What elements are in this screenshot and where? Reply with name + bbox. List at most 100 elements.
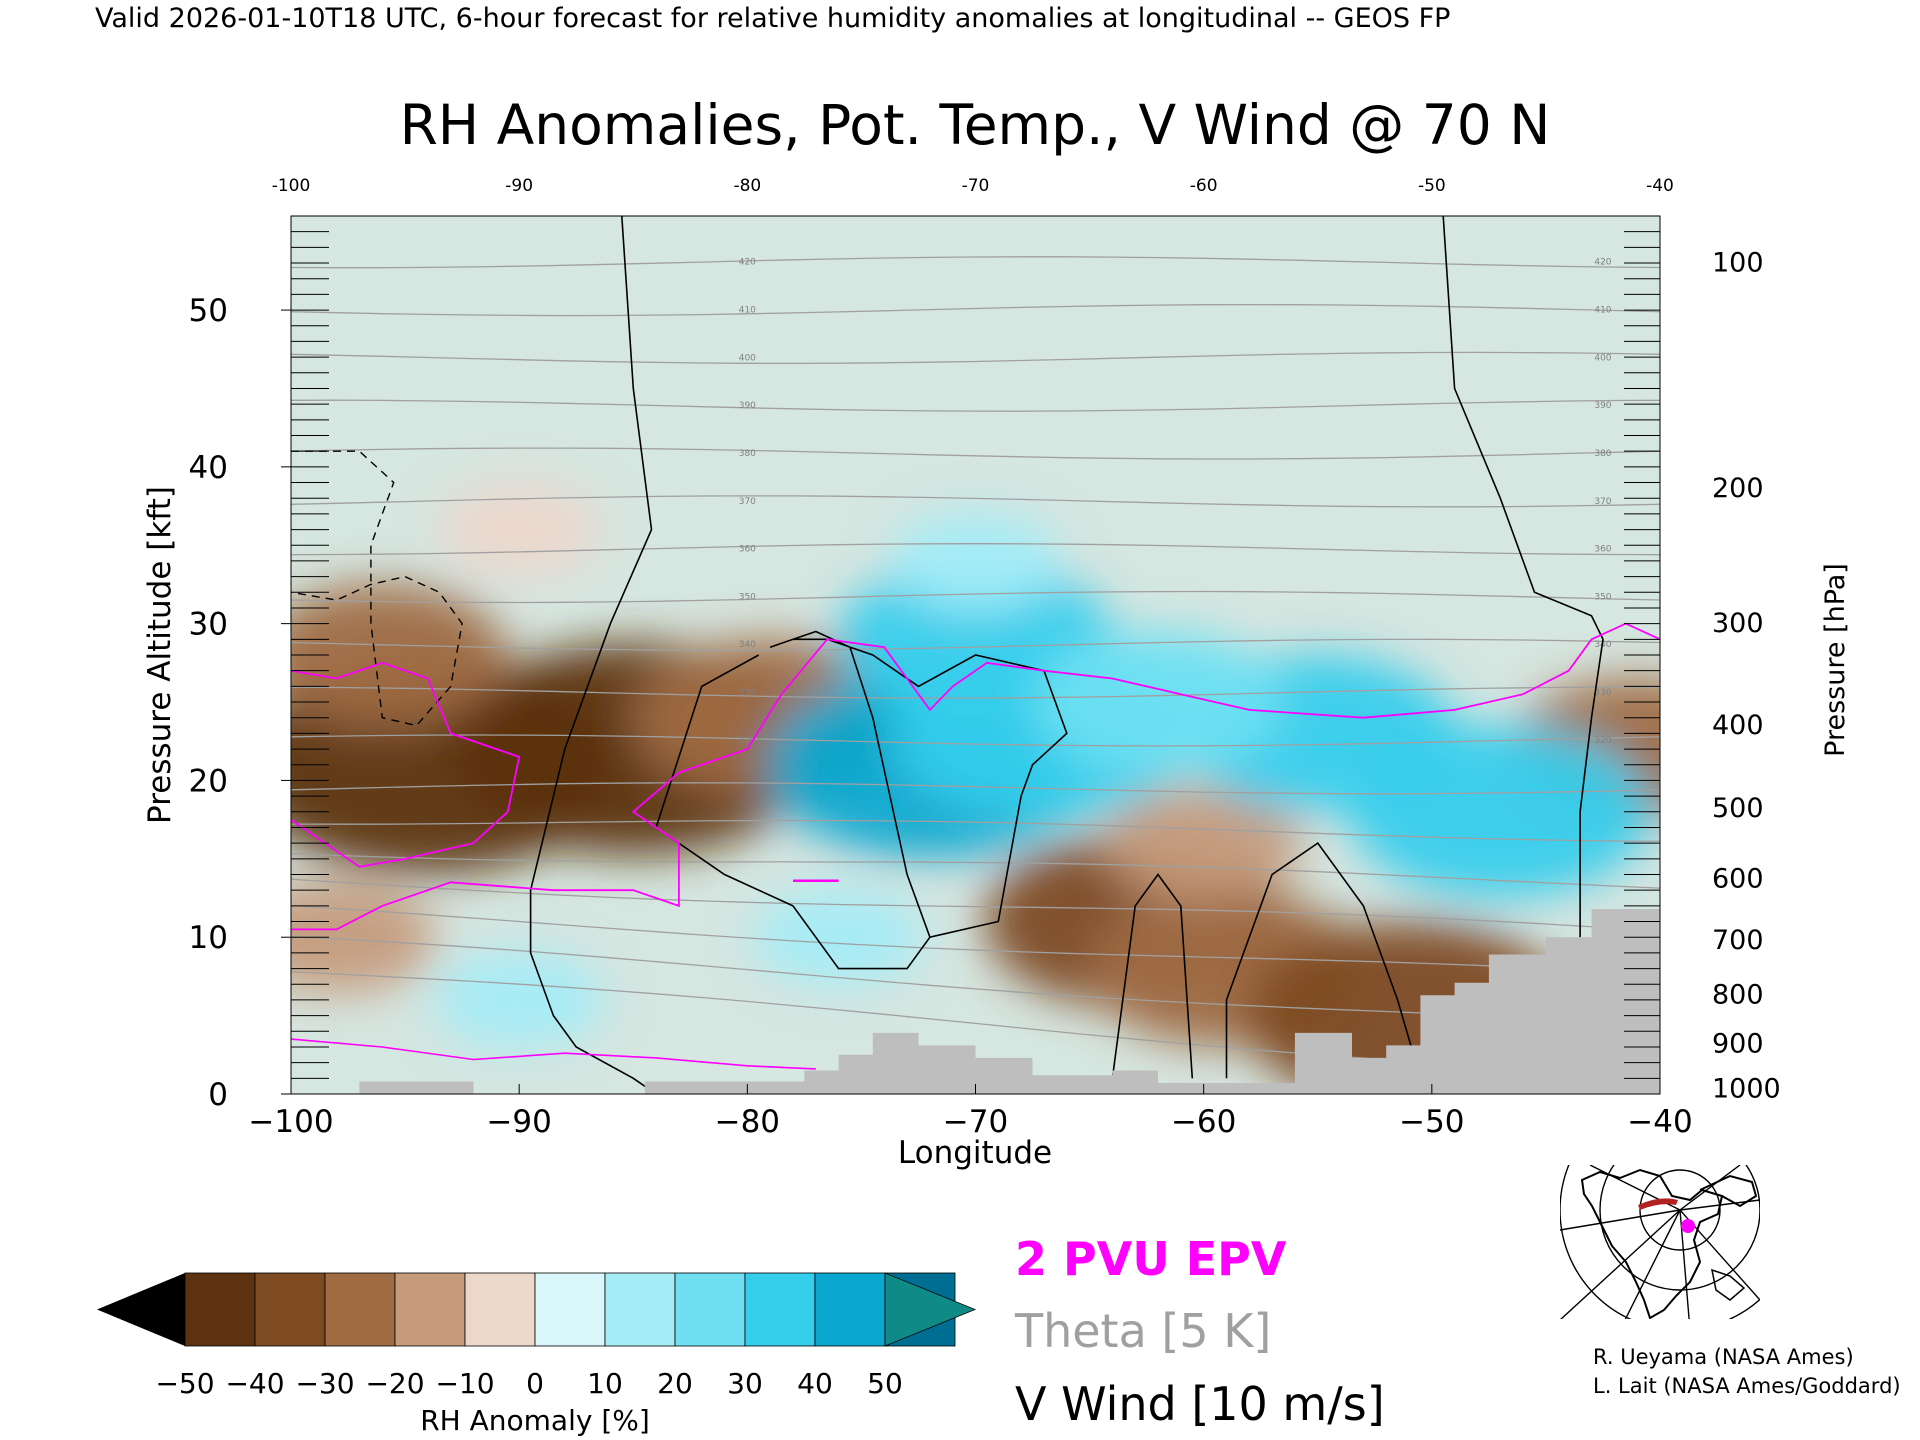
theta-label-right-410: 410 bbox=[1594, 306, 1611, 316]
y-tick-label: 0 bbox=[208, 1077, 228, 1113]
top-tick-label: -90 bbox=[505, 176, 533, 196]
x-tick-label: −40 bbox=[1627, 1104, 1692, 1140]
theta-label-350: 350 bbox=[739, 592, 756, 602]
anomaly-region-17 bbox=[752, 888, 925, 987]
theta-contour-350 bbox=[291, 590, 1660, 604]
y-tick-label: 40 bbox=[189, 450, 228, 486]
theta-label-right-320: 320 bbox=[1594, 736, 1611, 746]
y-axis: 0 10 20 30 40 50 bbox=[189, 293, 291, 1113]
x-tick-label: −70 bbox=[943, 1104, 1008, 1140]
colorbar-bin-4 bbox=[394, 1272, 466, 1347]
theta-label-380: 380 bbox=[739, 449, 756, 459]
theta-label-right-380: 380 bbox=[1594, 449, 1611, 459]
theta-contour-290 bbox=[291, 852, 1660, 889]
x-tick-label: −100 bbox=[248, 1104, 333, 1140]
colorbar-tick-label: 0 bbox=[526, 1367, 544, 1400]
vwind-zero-line-1 bbox=[529, 216, 657, 1094]
theta-contour-320 bbox=[291, 734, 1660, 747]
theta-label-right-340: 340 bbox=[1594, 640, 1611, 650]
pressure-tick-label: 500 bbox=[1712, 793, 1764, 824]
colorbar-under-arrow bbox=[97, 1273, 185, 1346]
pressure-tick-label: 600 bbox=[1712, 864, 1764, 895]
colorbar-tick-label: 40 bbox=[797, 1367, 833, 1400]
legend-vwind: V Wind [10 m/s] bbox=[1015, 1377, 1385, 1431]
pressure-axis: 100 200 300 400 500 600 700 800 900 1000 bbox=[1712, 247, 1781, 1104]
theta-label-400: 400 bbox=[739, 353, 756, 363]
colorbar-bin-8 bbox=[674, 1272, 746, 1347]
anomaly-region-15 bbox=[1349, 725, 1652, 899]
x-tick-label: −90 bbox=[486, 1104, 551, 1140]
y-tick-label: 10 bbox=[189, 920, 228, 956]
vwind-contours bbox=[291, 216, 1604, 1094]
anomaly-region-8 bbox=[1104, 786, 1303, 900]
colorbar-tick-label: −50 bbox=[155, 1367, 214, 1400]
pressure-minor-ticks bbox=[291, 231, 1660, 1079]
colorbar-over-arrow bbox=[884, 1272, 977, 1347]
theta-label-right-400: 400 bbox=[1594, 353, 1611, 363]
theta-label-right-390: 390 bbox=[1594, 401, 1611, 411]
credit-line-1: R. Ueyama (NASA Ames) bbox=[1593, 1345, 1854, 1369]
theta-contour-300 bbox=[291, 819, 1660, 842]
theta-contour-420 bbox=[291, 256, 1660, 269]
colorbar-bin-6 bbox=[534, 1272, 606, 1347]
pressure-tick-label: 700 bbox=[1712, 925, 1764, 956]
legend-epv: 2 PVU EPV bbox=[1015, 1232, 1287, 1286]
theta-label-right-330: 330 bbox=[1594, 688, 1611, 698]
pressure-tick-label: 900 bbox=[1712, 1028, 1764, 1059]
theta-label-330: 330 bbox=[739, 688, 756, 698]
colorbar-tick-label: 10 bbox=[587, 1367, 623, 1400]
pressure-tick-label: 200 bbox=[1712, 473, 1764, 504]
epv-contour-west bbox=[291, 661, 521, 868]
colorbar-bin-3 bbox=[324, 1272, 396, 1347]
x-axis-label: Longitude bbox=[898, 1135, 1052, 1171]
vwind-0-contour-valleys-2 bbox=[1225, 841, 1422, 1079]
colorbar-tick-label: 20 bbox=[657, 1367, 693, 1400]
theta-label-370: 370 bbox=[739, 497, 756, 507]
credit-line-2: L. Lait (NASA Ames/Goddard) bbox=[1593, 1374, 1901, 1398]
colorbar-tick-label: 30 bbox=[727, 1367, 763, 1400]
legend-theta: Theta [5 K] bbox=[1014, 1304, 1271, 1358]
vwind-10-contour-2 bbox=[655, 654, 931, 970]
y-tick-label: 30 bbox=[189, 607, 228, 643]
theta-label-360: 360 bbox=[739, 545, 756, 555]
pressure-tick-label: 400 bbox=[1712, 710, 1764, 741]
theta-label-390: 390 bbox=[739, 401, 756, 411]
top-tick-label: -80 bbox=[733, 176, 761, 196]
theta-label-410: 410 bbox=[739, 306, 756, 316]
pressure-tick-label: 1000 bbox=[1712, 1074, 1781, 1105]
x-tick-label: −80 bbox=[715, 1104, 780, 1140]
theta-contour-310 bbox=[291, 782, 1660, 795]
theta-contour-360 bbox=[291, 543, 1660, 556]
vwind-10-contour-1 bbox=[769, 630, 1068, 939]
theta-contour-400 bbox=[291, 351, 1660, 365]
theta-label-right-350: 350 bbox=[1594, 592, 1611, 602]
colorbar-tick-label: −20 bbox=[365, 1367, 424, 1400]
colorbar-bin-9 bbox=[744, 1272, 816, 1347]
theta-contour-370 bbox=[291, 495, 1660, 508]
y2-axis-label: Pressure [hPa] bbox=[1820, 563, 1851, 757]
theta-contour-380 bbox=[291, 447, 1660, 460]
theta-contour-340 bbox=[291, 638, 1660, 651]
top-longitude-axis: -100 -90 -80 -70 -60 -50 -40 bbox=[272, 176, 1674, 196]
theta-label-right-420: 420 bbox=[1594, 258, 1611, 268]
theta-label-right-360: 360 bbox=[1594, 545, 1611, 555]
vwind-zero-line-2 bbox=[1442, 216, 1604, 938]
epv-2pvu-contours bbox=[291, 622, 1660, 1070]
anomaly-region-4 bbox=[291, 880, 436, 994]
anomaly-region-18 bbox=[433, 950, 606, 1049]
epv-contour-main bbox=[291, 622, 1660, 931]
colorbar-tick-label: 50 bbox=[867, 1367, 903, 1400]
x-tick-label: −50 bbox=[1399, 1104, 1464, 1140]
colorbar-bin-10 bbox=[814, 1272, 886, 1347]
x-tick-label: −60 bbox=[1171, 1104, 1236, 1140]
top-tick-label: -70 bbox=[962, 176, 990, 196]
y-tick-label: 50 bbox=[189, 293, 228, 329]
top-tick-label: -100 bbox=[272, 176, 311, 196]
theta-contour-410 bbox=[291, 303, 1660, 317]
y-axis-label: Pressure Altitude [kft] bbox=[142, 486, 178, 824]
chart-title: RH Anomalies, Pot. Temp., V Wind @ 70 N bbox=[400, 93, 1551, 157]
theta-label-320: 320 bbox=[739, 736, 756, 746]
theta-contour-390 bbox=[291, 399, 1660, 412]
theta-label-340: 340 bbox=[739, 640, 756, 650]
